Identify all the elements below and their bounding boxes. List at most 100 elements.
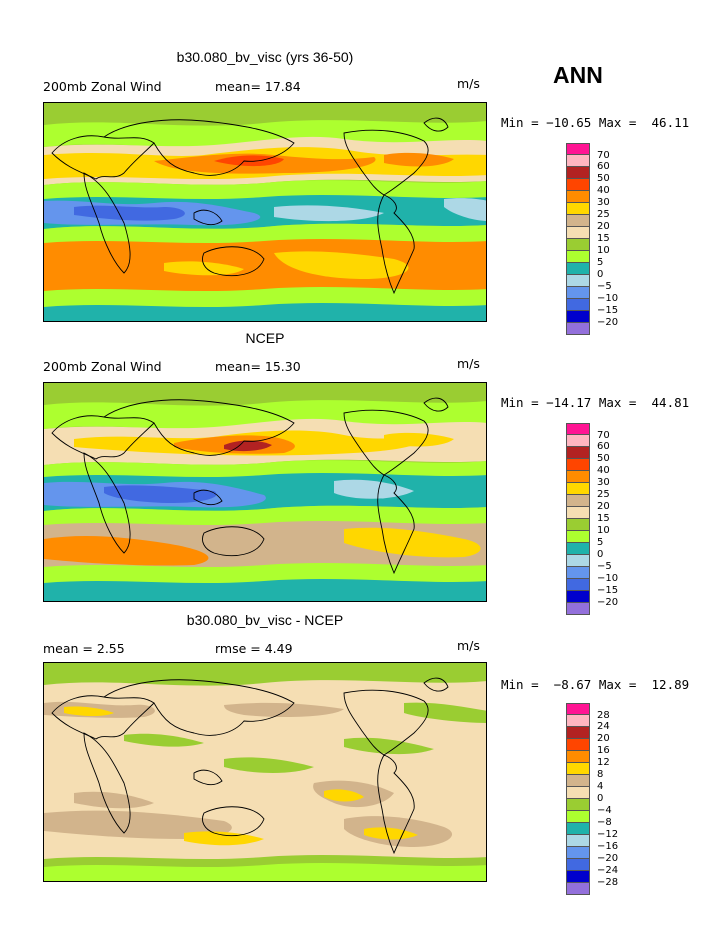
legend-label: −20 (597, 853, 619, 864)
panel-3-units: m/s (457, 638, 480, 653)
legend-swatch: 10 (566, 519, 610, 536)
legend-swatch: 20 (566, 495, 610, 512)
legend-label: 24 (597, 721, 610, 732)
legend-label: −5 (597, 561, 612, 572)
legend-swatch: −5 (566, 555, 612, 572)
legend-label: 0 (597, 793, 604, 804)
panel-3-mean: mean = 2.55 (43, 641, 125, 656)
legend-label: 30 (597, 477, 610, 488)
legend-swatch: 50 (566, 447, 610, 464)
legend-swatch: 4 (566, 775, 603, 792)
panel-1-mean: mean= 17.84 (215, 79, 301, 94)
legend-swatch: 60 (566, 435, 610, 452)
season-label: ANN (553, 62, 603, 88)
legend-swatch: −16 (566, 835, 618, 852)
legend-label: 4 (597, 781, 604, 792)
legend-swatch: −20 (566, 311, 618, 328)
legend-swatch: 12 (566, 751, 610, 768)
legend-swatch: 28 (566, 703, 610, 721)
legend-label: 50 (597, 173, 610, 184)
legend-label: −24 (597, 865, 619, 876)
legend-label: 28 (597, 710, 610, 721)
legend-swatch: 0 (566, 543, 603, 560)
legend-swatch: −5 (566, 275, 612, 292)
legend-swatch: 8 (566, 763, 603, 780)
legend-label: 0 (597, 549, 604, 560)
legend-swatch: −28 (566, 871, 618, 888)
legend-swatch: 50 (566, 167, 610, 184)
legend-label: 15 (597, 233, 610, 244)
legend-label: −16 (597, 841, 619, 852)
legend-label: 5 (597, 537, 604, 548)
legend-label: 20 (597, 501, 610, 512)
legend-swatch: 70 (566, 143, 610, 161)
legend-label: 70 (597, 430, 610, 441)
panel-2-field-label: 200mb Zonal Wind (43, 359, 162, 374)
legend-swatch: 10 (566, 239, 610, 256)
legend-swatch: 40 (566, 179, 610, 196)
legend-label: 60 (597, 441, 610, 452)
legend-swatch: 0 (566, 787, 603, 804)
legend-swatch: 15 (566, 507, 610, 524)
legend-label: 12 (597, 757, 610, 768)
legend-label: 20 (597, 733, 610, 744)
legend-label: −28 (597, 877, 619, 888)
legend-swatch: −24 (566, 859, 618, 876)
legend-swatch: 5 (566, 251, 603, 268)
legend-label: 15 (597, 513, 610, 524)
panel-3-color-legend: 28 24 20 16 12 8 4 0 −4 −8 −12 −16 −20 −24 −28 (566, 703, 618, 895)
legend-swatch: 15 (566, 227, 610, 244)
legend-label: −20 (597, 317, 619, 328)
legend-swatch: −10 (566, 567, 618, 584)
legend-swatch: 40 (566, 459, 610, 476)
panel-3-minmax: Min = −8.67 Max = 12.89 (501, 677, 690, 692)
legend-swatch: −10 (566, 287, 618, 304)
legend-label: 8 (597, 769, 604, 780)
legend-label: 40 (597, 465, 610, 476)
panel-2-minmax: Min = −14.17 Max = 44.81 (501, 395, 690, 410)
legend-swatch: 0 (566, 263, 603, 280)
legend-swatch: 20 (566, 727, 610, 744)
difference-zonal-wind-map (43, 662, 487, 882)
legend-swatch: 24 (566, 715, 610, 732)
legend-label: −15 (597, 585, 619, 596)
legend-swatch: −20 (566, 847, 618, 864)
legend-label: 70 (597, 150, 610, 161)
legend-label: 50 (597, 453, 610, 464)
legend-label: 10 (597, 525, 610, 536)
legend-swatch (566, 883, 590, 895)
legend-swatch: 60 (566, 155, 610, 172)
legend-swatch: −12 (566, 823, 618, 840)
legend-swatch: −8 (566, 811, 612, 828)
legend-label: 25 (597, 209, 610, 220)
legend-swatch: 30 (566, 191, 610, 208)
legend-label: −20 (597, 597, 619, 608)
legend-label: −10 (597, 573, 619, 584)
legend-swatch (566, 603, 590, 615)
legend-swatch: 5 (566, 531, 603, 548)
legend-label: −8 (597, 817, 612, 828)
legend-swatch: 25 (566, 203, 610, 220)
legend-label: 60 (597, 161, 610, 172)
legend-label: 20 (597, 221, 610, 232)
panel-1-units: m/s (457, 76, 480, 91)
legend-swatch: −20 (566, 591, 618, 608)
legend-label: 0 (597, 269, 604, 280)
legend-swatch: 70 (566, 423, 610, 441)
legend-label: −4 (597, 805, 612, 816)
panel-1-title: b30.080_bv_visc (yrs 36-50) (176, 49, 354, 65)
legend-label: 5 (597, 257, 604, 268)
panel-2-color-legend: 70 60 50 40 30 25 20 15 10 5 0 −5 −10 −15 −20 (566, 423, 618, 615)
legend-swatch (566, 323, 590, 335)
legend-label: −12 (597, 829, 619, 840)
panel-1-minmax: Min = −10.65 Max = 46.11 (501, 115, 690, 130)
legend-swatch: 25 (566, 483, 610, 500)
legend-label: 16 (597, 745, 610, 756)
legend-swatch: −15 (566, 579, 618, 596)
legend-label: 25 (597, 489, 610, 500)
legend-swatch: −15 (566, 299, 618, 316)
legend-swatch: 16 (566, 739, 610, 756)
legend-label: 10 (597, 245, 610, 256)
ncep-zonal-wind-map (43, 382, 487, 602)
legend-label: 30 (597, 197, 610, 208)
